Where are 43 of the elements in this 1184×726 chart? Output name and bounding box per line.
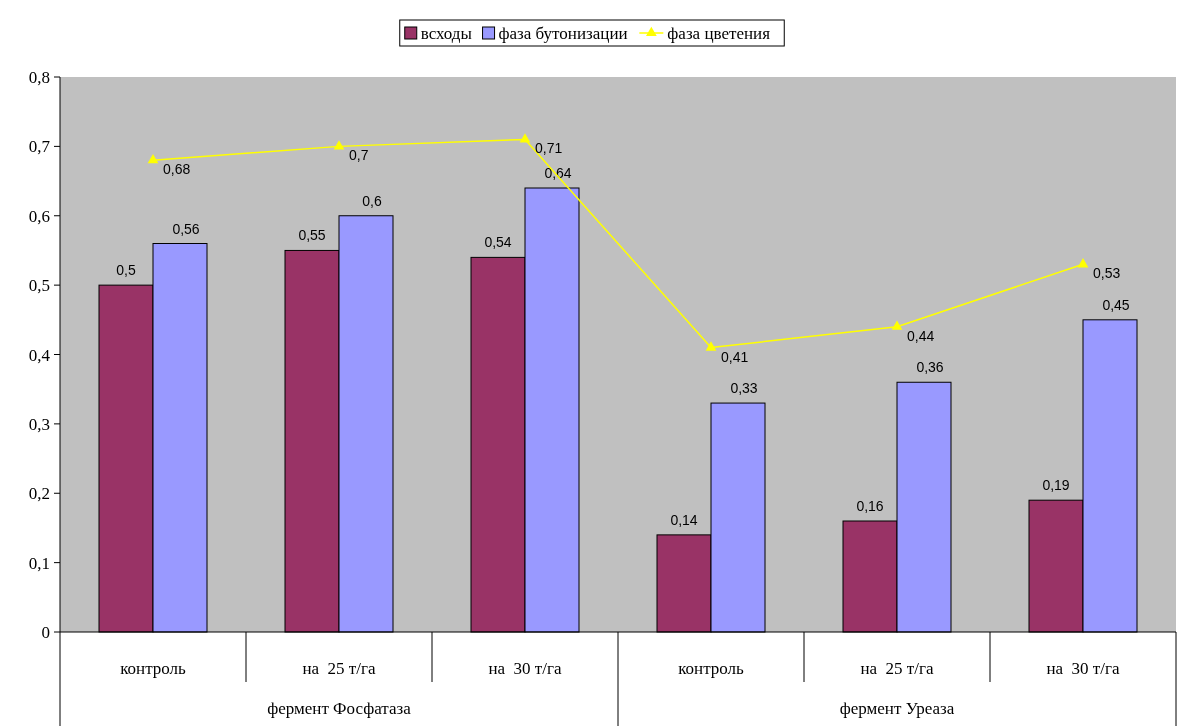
legend-label: всходы: [420, 24, 473, 43]
point: [147, 154, 159, 164]
text: фермент Уреаза: [839, 699, 955, 718]
data-label: 0,33: [730, 380, 758, 397]
data-label: 0,16: [856, 498, 884, 514]
data-label: 0,44: [907, 327, 935, 344]
data-label: 0,54: [484, 234, 512, 251]
legend-label: фаза бутонизации: [498, 24, 628, 43]
y-tick-label: 0,4: [28, 345, 51, 365]
data-label: 0,14: [670, 511, 698, 528]
legend-label: фаза цветения: [667, 24, 771, 43]
data-label: 0,68: [163, 161, 191, 178]
y-tick-label: 0,3: [28, 414, 50, 434]
x-tick-label: контроль: [120, 659, 187, 678]
data-label: 0,36: [916, 359, 944, 376]
y-tick-label: 0,8: [28, 68, 50, 87]
point: [519, 133, 531, 143]
x-tick-label: контроль: [678, 659, 745, 678]
x-tick-label: на 25 т/га: [302, 659, 376, 678]
data-label: 0,53: [1093, 265, 1121, 282]
text: фермент Фосфатаза: [267, 699, 412, 718]
y-tick-label: 0,2: [28, 484, 50, 504]
data-label: 0,5: [116, 262, 136, 279]
data-label: 0,7: [349, 147, 369, 164]
y-tick-label: 0,6: [28, 206, 50, 226]
data-label: 0,45: [1102, 296, 1130, 313]
x-tick-label: на 25 т/га: [860, 659, 934, 678]
x-tick-label: на 30 т/га: [488, 659, 562, 678]
point: [705, 341, 717, 351]
data-label: 0,41: [721, 348, 749, 365]
data-label: 0,55: [298, 227, 326, 244]
point: [891, 320, 903, 330]
y-tick-label: 0: [41, 623, 50, 642]
y-tick-label: 0,1: [28, 553, 50, 573]
x-tick-label: на 30 т/га: [1046, 659, 1120, 678]
point: [333, 140, 345, 150]
y-tick-label: 0,7: [28, 137, 51, 157]
point: [1077, 258, 1089, 268]
data-label: 0,71: [535, 140, 563, 157]
data-label: 0,56: [172, 220, 200, 237]
data-label: 0,6: [362, 192, 382, 209]
y-tick-label: 0,5: [28, 276, 50, 296]
data-label: 0,19: [1042, 477, 1070, 494]
